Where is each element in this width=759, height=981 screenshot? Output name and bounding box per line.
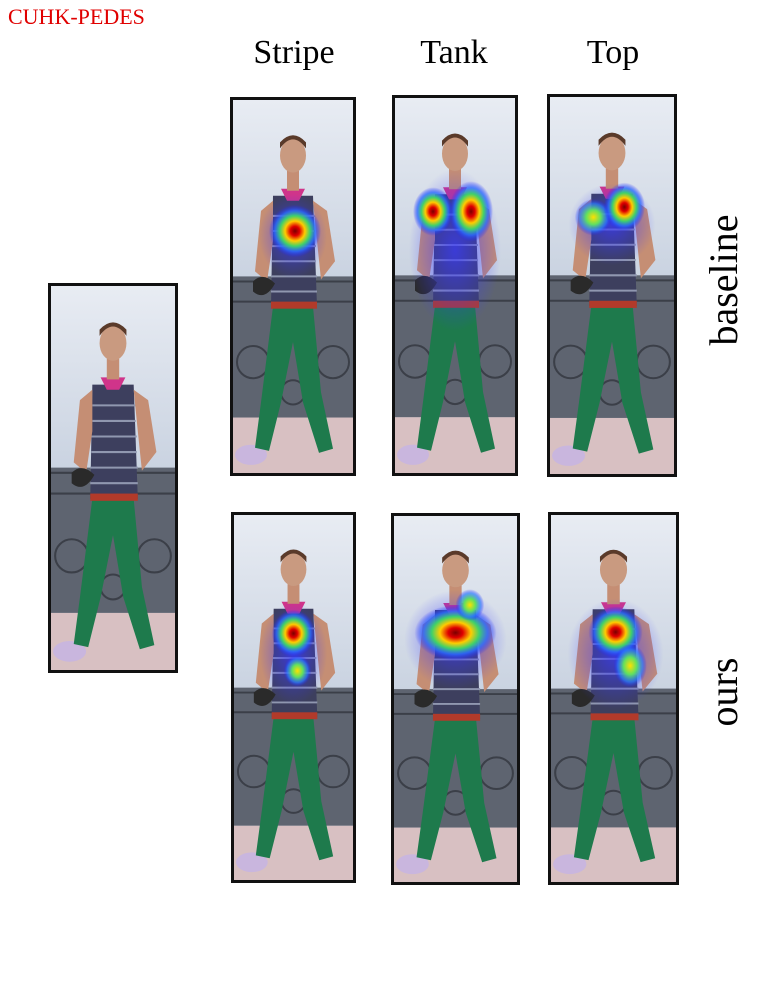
attention-map-ours-tank <box>391 513 520 885</box>
column-header-tank: Tank <box>420 34 488 71</box>
attention-map-baseline-stripe <box>230 97 356 476</box>
attention-map-baseline-tank <box>392 95 518 476</box>
column-header-top: Top <box>586 34 640 71</box>
dataset-label: CUHK-PEDES <box>8 4 145 29</box>
row-label-ours: ours <box>701 657 746 727</box>
attention-map-ours-stripe <box>231 512 356 883</box>
attention-map-ours-top <box>548 512 679 885</box>
row-label-baseline: baseline <box>701 214 746 346</box>
query-image <box>48 283 178 673</box>
attention-map-baseline-top <box>547 94 677 477</box>
column-header-stripe: Stripe <box>253 34 335 71</box>
